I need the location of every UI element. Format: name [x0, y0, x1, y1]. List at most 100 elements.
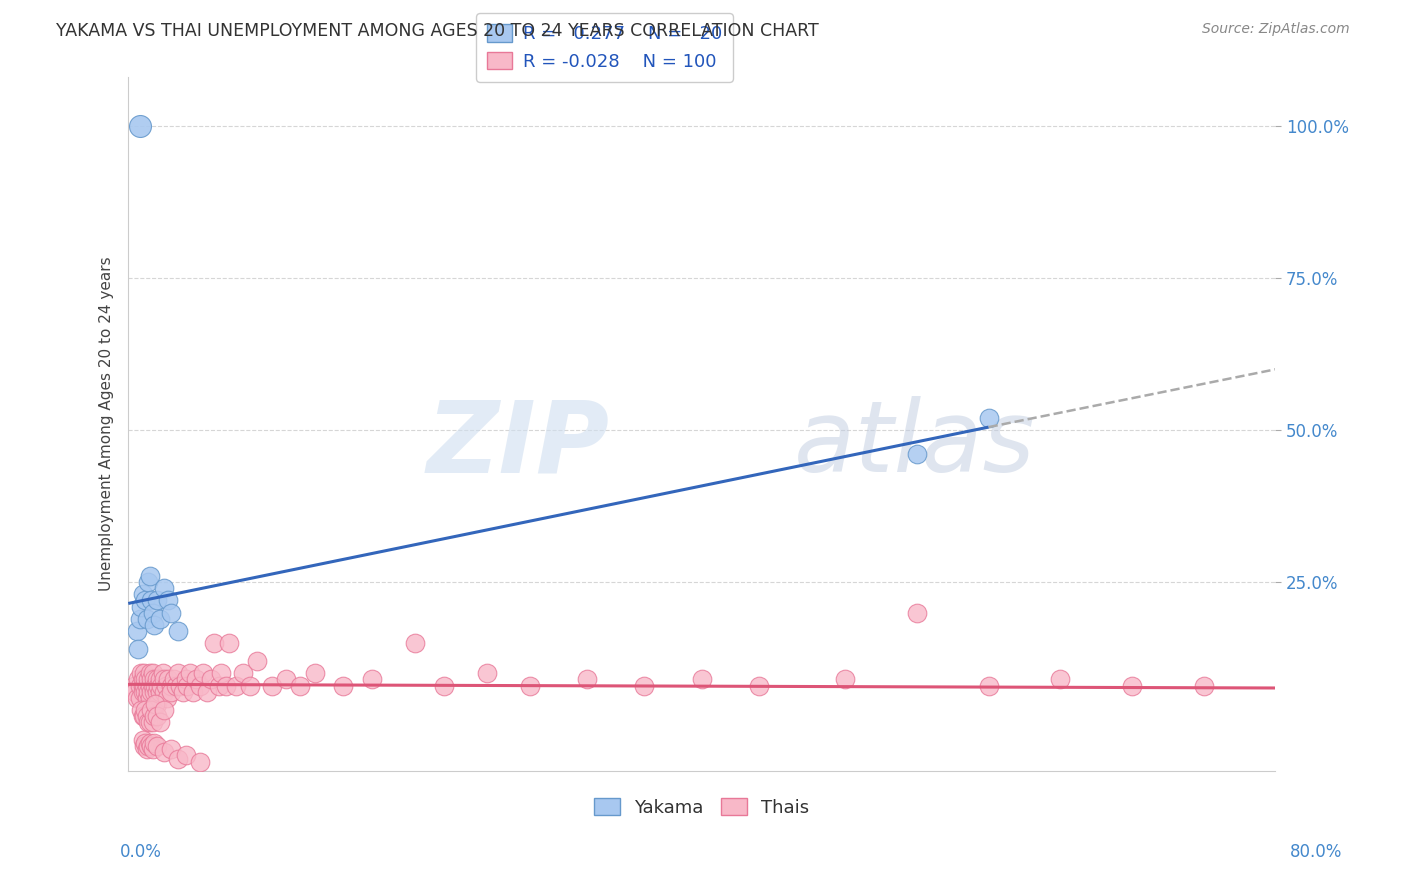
- Point: [188, 679, 211, 693]
- Point: [136, 684, 159, 698]
- Point: [153, 673, 176, 687]
- Point: [690, 673, 713, 687]
- Point: [181, 684, 204, 698]
- Point: [141, 739, 163, 754]
- Point: [188, 755, 211, 769]
- Point: [172, 684, 194, 698]
- Legend: Yakama, Thais: Yakama, Thais: [588, 791, 817, 824]
- Point: [167, 666, 190, 681]
- Point: [977, 679, 1000, 693]
- Point: [148, 679, 170, 693]
- Point: [146, 684, 169, 698]
- Point: [152, 666, 174, 681]
- Point: [905, 447, 928, 461]
- Point: [141, 684, 163, 698]
- Point: [129, 666, 152, 681]
- Point: [139, 690, 162, 705]
- Point: [157, 673, 180, 687]
- Point: [153, 684, 176, 698]
- Point: [145, 697, 167, 711]
- Point: [433, 679, 456, 693]
- Point: [142, 679, 165, 693]
- Point: [519, 679, 541, 693]
- Text: ZIP: ZIP: [427, 396, 610, 493]
- Point: [218, 636, 240, 650]
- Point: [153, 703, 176, 717]
- Point: [129, 703, 152, 717]
- Text: atlas: atlas: [793, 396, 1035, 493]
- Point: [142, 742, 165, 756]
- Point: [149, 673, 172, 687]
- Point: [215, 679, 238, 693]
- Point: [146, 673, 169, 687]
- Point: [176, 679, 198, 693]
- Point: [136, 575, 159, 590]
- Point: [136, 739, 159, 754]
- Point: [169, 679, 191, 693]
- Point: [146, 593, 169, 607]
- Point: [131, 709, 153, 723]
- Point: [139, 569, 162, 583]
- Point: [131, 679, 153, 693]
- Point: [131, 733, 153, 747]
- Text: Source: ZipAtlas.com: Source: ZipAtlas.com: [1202, 22, 1350, 37]
- Point: [157, 593, 180, 607]
- Text: 80.0%: 80.0%: [1291, 843, 1343, 861]
- Point: [122, 679, 145, 693]
- Text: 0.0%: 0.0%: [120, 843, 162, 861]
- Point: [1049, 673, 1071, 687]
- Point: [195, 684, 218, 698]
- Point: [155, 679, 177, 693]
- Point: [128, 679, 150, 693]
- Point: [128, 119, 150, 133]
- Point: [134, 736, 156, 750]
- Point: [184, 673, 207, 687]
- Point: [163, 673, 186, 687]
- Point: [134, 684, 156, 698]
- Point: [135, 709, 157, 723]
- Point: [141, 673, 163, 687]
- Point: [576, 673, 599, 687]
- Point: [834, 673, 856, 687]
- Point: [174, 673, 197, 687]
- Point: [149, 684, 172, 698]
- Point: [125, 690, 148, 705]
- Point: [131, 684, 153, 698]
- Text: YAKAMA VS THAI UNEMPLOYMENT AMONG AGES 20 TO 24 YEARS CORRELATION CHART: YAKAMA VS THAI UNEMPLOYMENT AMONG AGES 2…: [56, 22, 818, 40]
- Point: [132, 666, 155, 681]
- Point: [129, 599, 152, 614]
- Point: [232, 666, 254, 681]
- Point: [124, 684, 146, 698]
- Point: [748, 679, 770, 693]
- Point: [304, 666, 326, 681]
- Point: [132, 739, 155, 754]
- Point: [475, 666, 498, 681]
- Point: [179, 666, 201, 681]
- Point: [156, 690, 179, 705]
- Point: [153, 746, 176, 760]
- Point: [132, 709, 155, 723]
- Point: [150, 679, 173, 693]
- Point: [143, 617, 166, 632]
- Point: [246, 654, 269, 668]
- Point: [165, 679, 187, 693]
- Point: [905, 606, 928, 620]
- Point: [404, 636, 426, 650]
- Point: [131, 587, 153, 601]
- Point: [149, 612, 172, 626]
- Point: [143, 709, 166, 723]
- Point: [142, 714, 165, 729]
- Point: [207, 679, 229, 693]
- Point: [146, 697, 169, 711]
- Point: [134, 593, 156, 607]
- Point: [128, 612, 150, 626]
- Point: [142, 666, 165, 681]
- Point: [128, 690, 150, 705]
- Point: [361, 673, 384, 687]
- Point: [141, 593, 163, 607]
- Point: [239, 679, 262, 693]
- Point: [143, 736, 166, 750]
- Point: [135, 612, 157, 626]
- Point: [160, 606, 183, 620]
- Point: [135, 690, 157, 705]
